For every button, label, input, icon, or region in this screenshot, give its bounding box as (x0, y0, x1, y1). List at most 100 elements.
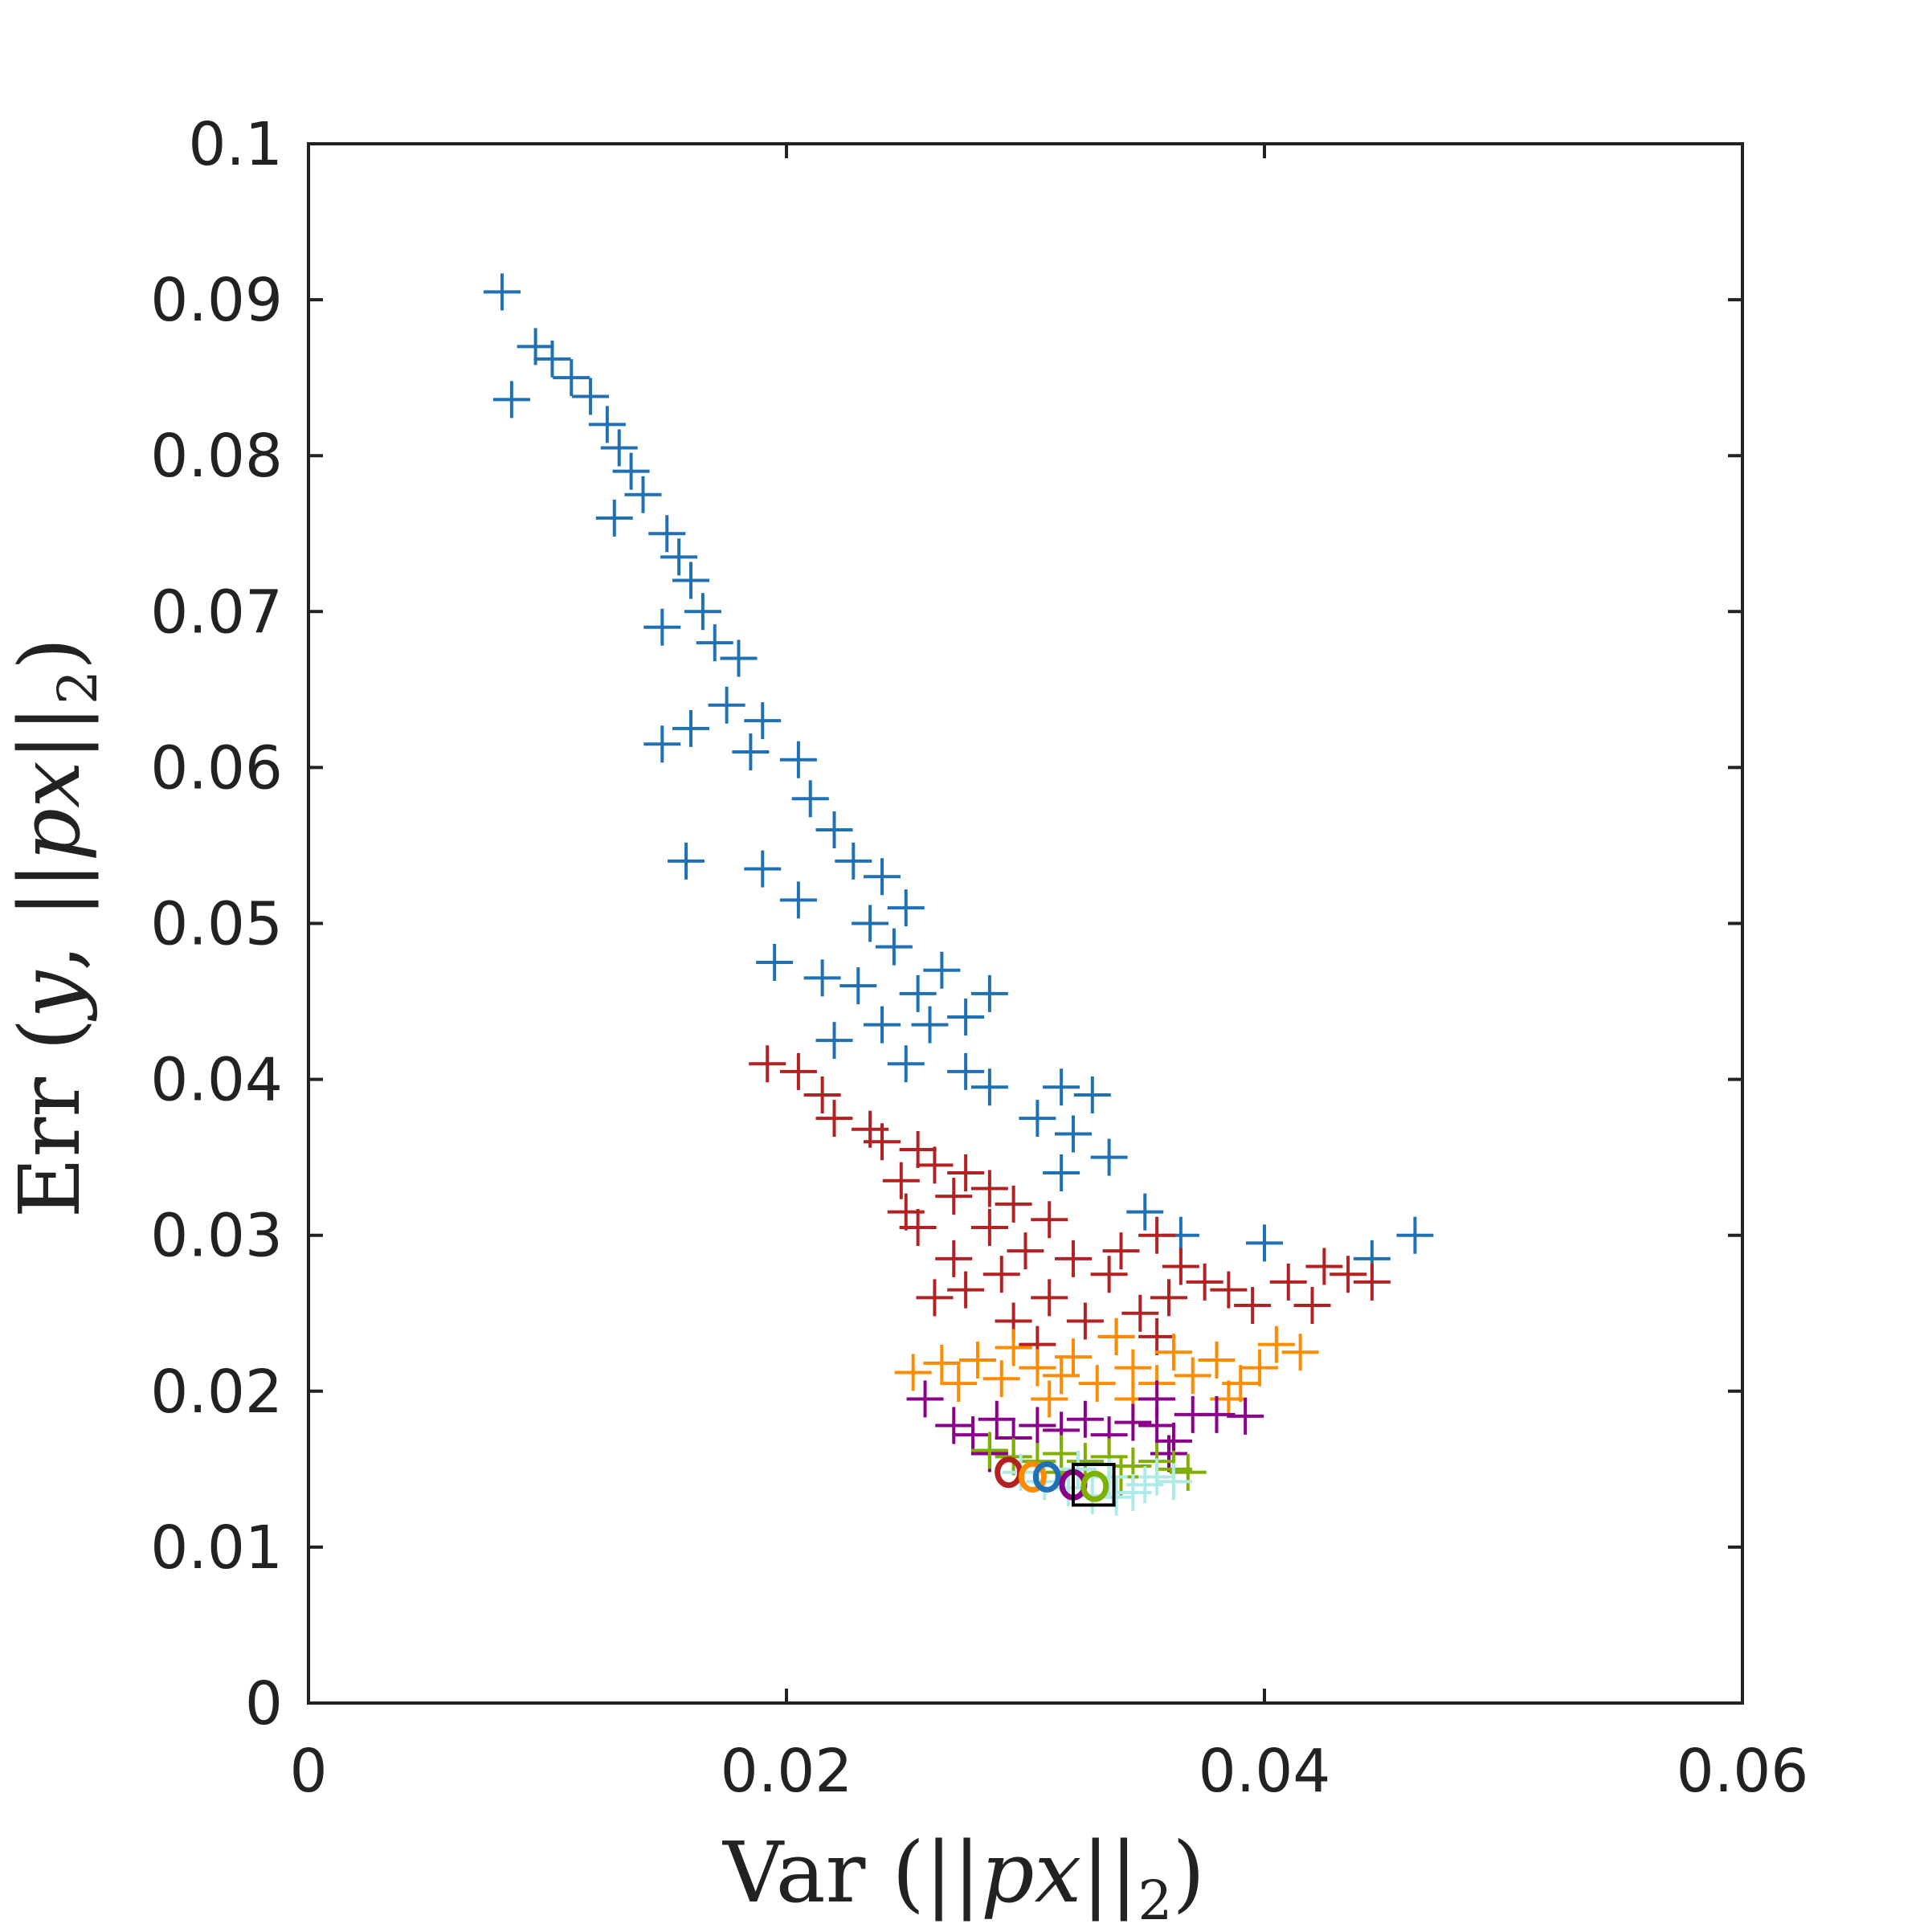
point-red (1293, 1287, 1331, 1325)
point-purple (1066, 1400, 1104, 1438)
point-blue (668, 842, 705, 880)
x-label-var: px (981, 1824, 1082, 1922)
point-orange (923, 1344, 961, 1382)
point-purple (906, 1380, 944, 1418)
point-blue (791, 780, 829, 818)
y-label-comma: , || (1, 861, 99, 971)
series-cyan (1002, 1450, 1192, 1516)
point-blue (1396, 1216, 1434, 1254)
point-blue (643, 725, 681, 763)
point-blue (899, 974, 937, 1012)
point-purple (1138, 1380, 1176, 1418)
point-orange (995, 1329, 1032, 1366)
point-purple (1227, 1397, 1264, 1435)
point-orange (959, 1341, 996, 1379)
point-red (935, 1240, 973, 1277)
point-red (1066, 1302, 1104, 1340)
point-red (899, 1130, 937, 1168)
point-blue (648, 515, 686, 553)
y-tick-label: 0.06 (150, 733, 283, 803)
point-green (1066, 1443, 1104, 1481)
series-blue (483, 273, 1434, 1277)
x-label-sub: 2 (1138, 1868, 1173, 1932)
point-blue (1073, 1076, 1111, 1114)
x-tick-label: 0.04 (1199, 1737, 1331, 1806)
point-blue (887, 1045, 925, 1083)
axis-ticks: 0 0.02 0.04 0.06 0 0.01 0.02 0.03 0.04 0.05 0.06 0.… (150, 110, 1808, 1806)
y-tick-label: 0.09 (150, 266, 283, 335)
point-red (1090, 1256, 1128, 1293)
point-red (982, 1256, 1020, 1293)
point-blue (600, 429, 638, 467)
point-blue (815, 811, 853, 849)
point-green (995, 1438, 1032, 1476)
blue-circle (1032, 1461, 1061, 1493)
point-orange (1241, 1349, 1279, 1387)
point-blue (672, 562, 709, 599)
x-tick-label: 0 (289, 1737, 327, 1806)
data-marks (483, 273, 1434, 1516)
x-tick-label: 0.02 (721, 1737, 853, 1806)
point-orange (1114, 1349, 1152, 1387)
point-blue (553, 359, 590, 397)
y-tick-label: 0.07 (150, 578, 283, 647)
y-label-prefix: Err ( (1, 1018, 99, 1219)
y-axis-label: Err (y, ||px||2) (0, 366, 109, 1490)
point-orange (1019, 1349, 1056, 1387)
point-cyan (1154, 1463, 1192, 1501)
y-tick-label: 0.01 (150, 1513, 283, 1583)
y-tick-label: 0.1 (188, 110, 283, 179)
selected-box (1072, 1463, 1116, 1507)
point-green (970, 1432, 1008, 1469)
point-blue (947, 998, 985, 1035)
point-red (1186, 1263, 1223, 1301)
point-blue (744, 702, 782, 740)
point-red (815, 1100, 853, 1138)
point-blue (875, 928, 913, 966)
point-orange (982, 1360, 1020, 1398)
point-red (1150, 1279, 1187, 1317)
point-red (1162, 1248, 1199, 1285)
point-red (970, 1208, 1008, 1246)
point-red (1269, 1263, 1307, 1301)
point-blue (660, 538, 698, 576)
point-purple (978, 1400, 1015, 1438)
point-red (947, 1154, 985, 1192)
point-purple (1019, 1407, 1056, 1444)
point-blue (911, 1006, 949, 1044)
series-orange (894, 1317, 1319, 1418)
y-label-suffix: ) (1, 637, 99, 671)
y-label-sub: 2 (45, 670, 109, 705)
x-label-suffix: ) (1172, 1824, 1205, 1922)
point-red (803, 1076, 841, 1114)
x-label-mid: || (1081, 1824, 1138, 1922)
point-blue (1126, 1193, 1164, 1231)
x-axis-label: Var (||px||2) (0, 1824, 1928, 1927)
point-blue (887, 889, 925, 927)
point-red (916, 1146, 954, 1184)
point-blue (643, 608, 681, 646)
y-tick-label: 0 (245, 1669, 283, 1738)
point-blue (839, 967, 877, 1005)
point-red (1305, 1248, 1343, 1285)
point-blue (1246, 1224, 1283, 1262)
point-blue (533, 340, 571, 378)
point-blue (756, 944, 794, 982)
point-orange (1281, 1334, 1319, 1371)
point-red (970, 1170, 1008, 1207)
point-red (995, 1185, 1032, 1223)
point-blue (864, 858, 901, 896)
y-tick-label: 0.03 (150, 1202, 283, 1271)
point-blue (1043, 1154, 1080, 1192)
point-orange (1257, 1325, 1295, 1363)
point-orange (1043, 1357, 1080, 1395)
point-red (1330, 1256, 1367, 1293)
point-blue (947, 1052, 985, 1090)
point-purple (1114, 1403, 1152, 1441)
point-orange (940, 1365, 978, 1403)
point-blue (1019, 1100, 1056, 1138)
y-tick-label: 0.08 (150, 422, 283, 491)
point-blue (803, 959, 841, 997)
orange-circle (1018, 1461, 1047, 1493)
